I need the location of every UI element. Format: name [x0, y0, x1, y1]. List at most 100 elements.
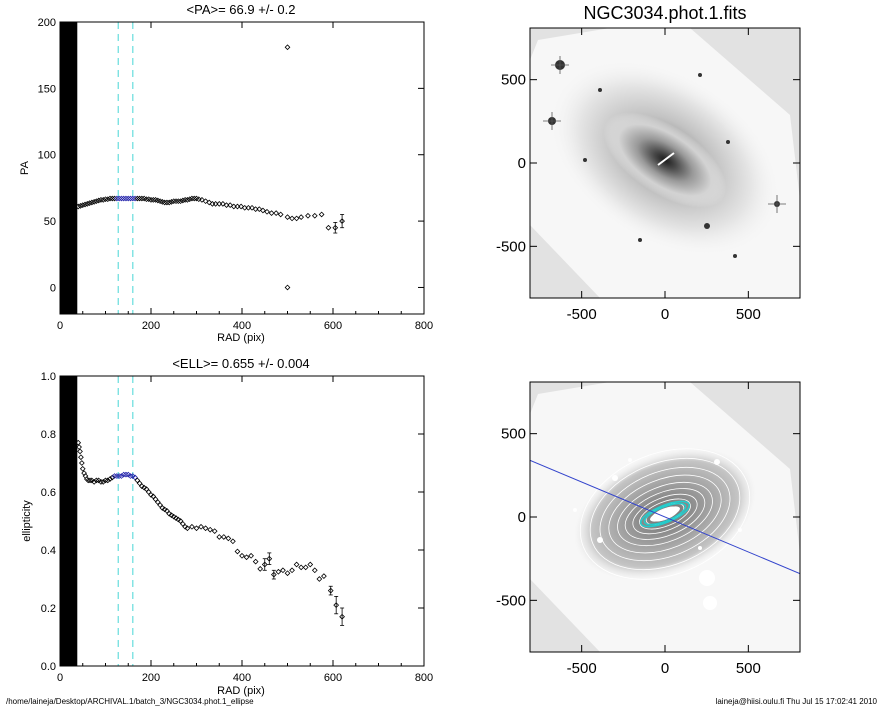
masked-source — [738, 528, 742, 532]
ellipticity-point — [145, 489, 152, 495]
ellipticity-point — [177, 518, 184, 524]
pa-point — [202, 198, 209, 205]
ellipticity-point — [118, 473, 125, 479]
ellipticity-y-tick-label: 0.8 — [41, 429, 56, 441]
pa-point — [154, 197, 161, 204]
ellipticity-y-tick-label: 0.2 — [41, 603, 56, 615]
pa-y-tick-label: 50 — [44, 216, 56, 228]
footer-user-timestamp: laineja@hiisi.oulu.fi Thu Jul 15 17:02:4… — [715, 697, 877, 706]
star-mark — [698, 73, 702, 77]
pa-y-tick-label: 100 — [38, 150, 56, 162]
ellipticity-point — [159, 505, 166, 511]
pa-y-tick-label: 150 — [38, 83, 56, 95]
ellipse-fit-axes: -500 0 500 -500 0 500 — [496, 382, 800, 677]
pa-point — [109, 195, 116, 202]
pa-point — [216, 200, 223, 207]
pa-point — [230, 203, 237, 210]
isophote-ellipse — [608, 474, 722, 554]
ellipticity-point — [85, 477, 92, 484]
ellipticity-point — [211, 528, 218, 535]
pa-data-marks — [60, 22, 345, 314]
galaxy-image-panel: NGC3034.phot.1.fits -500 0 500 -500 0 500 — [496, 3, 801, 323]
ellipticity-point — [95, 477, 102, 484]
ellipticity-plot-title: <ELL>= 0.655 +/- 0.004 — [172, 356, 309, 371]
ellipticity-point — [321, 573, 327, 579]
pa-point — [212, 200, 219, 207]
pa-point — [114, 195, 120, 202]
pa-axes: 0 200 400 600 800 0 50 100 150 200 — [38, 17, 434, 332]
ellipticity-point — [198, 523, 204, 530]
masked-source — [698, 546, 702, 550]
pa-point — [82, 201, 88, 208]
pa-y-tick-label: 200 — [38, 17, 56, 29]
pa-point — [249, 204, 255, 211]
pa-point — [143, 196, 150, 203]
pa-point — [98, 196, 104, 203]
ellipticity-point — [175, 516, 182, 523]
pa-point — [127, 195, 134, 202]
ellipticity-point — [154, 499, 161, 506]
isophote-ellipses — [579, 448, 751, 580]
ellipticity-point — [150, 493, 157, 500]
isophote-ellipse — [617, 481, 713, 547]
pa-point — [116, 195, 123, 202]
galaxy-image-x-tick-label: -500 — [567, 306, 597, 323]
pa-point — [173, 198, 179, 205]
galaxy-center-streak — [657, 152, 675, 166]
ellipticity-x-axis-label: RAD (pix) — [217, 685, 265, 697]
ellipticity-point — [78, 460, 85, 466]
pa-point — [318, 211, 325, 218]
ellipticity-point — [179, 521, 186, 527]
pa-point — [268, 210, 275, 216]
pa-point — [195, 196, 202, 203]
ellipticity-point — [293, 561, 300, 568]
pa-point — [150, 196, 157, 203]
pa-point — [77, 202, 84, 209]
galaxy-image-title: NGC3034.phot.1.fits — [583, 3, 746, 23]
pa-point — [175, 198, 182, 205]
ellipticity-x-tick-label: 200 — [142, 672, 160, 684]
ellipticity-point — [220, 534, 227, 540]
ellipticity-point — [79, 465, 86, 472]
masked-source — [573, 508, 577, 512]
ellipticity-point — [76, 444, 82, 450]
ellipse-fit-y-tick-label: 500 — [501, 426, 526, 443]
fit-range-ellipse — [643, 502, 687, 526]
ellipticity-y-tick-label: 0.4 — [41, 545, 56, 557]
galaxy-image-x-tick-label: 0 — [661, 306, 669, 323]
ellipticity-point — [193, 525, 200, 532]
pa-point — [234, 203, 241, 210]
masked-source — [714, 459, 720, 465]
ellipticity-point — [182, 523, 188, 530]
pa-point — [177, 198, 184, 205]
pa-point — [164, 199, 170, 206]
ellipse-fit-x-tick-label: -500 — [567, 660, 597, 677]
star-mark — [638, 238, 642, 242]
ellipticity-point — [280, 567, 286, 574]
ellipticity-x-tick-label: 0 — [57, 672, 63, 684]
pa-point — [157, 198, 163, 205]
pa-point — [166, 199, 173, 206]
pa-point — [289, 215, 295, 222]
pa-point — [284, 44, 291, 51]
ellipticity-data-marks — [60, 376, 345, 666]
pa-plot-title: <PA>= 66.9 +/- 0.2 — [187, 2, 296, 17]
ellipticity-x-tick-label: 400 — [233, 672, 251, 684]
ellipticity-point — [189, 523, 195, 530]
ellipse-fit-x-tick-label: 500 — [736, 660, 761, 677]
pa-point — [100, 196, 107, 203]
galaxy-image-x-tick-label: 500 — [736, 306, 761, 323]
pa-point — [311, 212, 318, 219]
masked-source — [597, 537, 603, 543]
isophote-ellipse — [639, 498, 691, 530]
ellipticity-point — [104, 477, 111, 484]
galaxy-image-y-tick-label: 0 — [518, 155, 526, 172]
galaxy-image-y-tick-label: -500 — [496, 238, 526, 255]
ellipticity-point — [243, 554, 250, 561]
pa-point — [125, 195, 132, 202]
masked-source — [703, 596, 717, 610]
ellipticity-point — [316, 576, 323, 582]
ellipticity-point — [88, 477, 95, 484]
ellipticity-point — [275, 568, 282, 575]
